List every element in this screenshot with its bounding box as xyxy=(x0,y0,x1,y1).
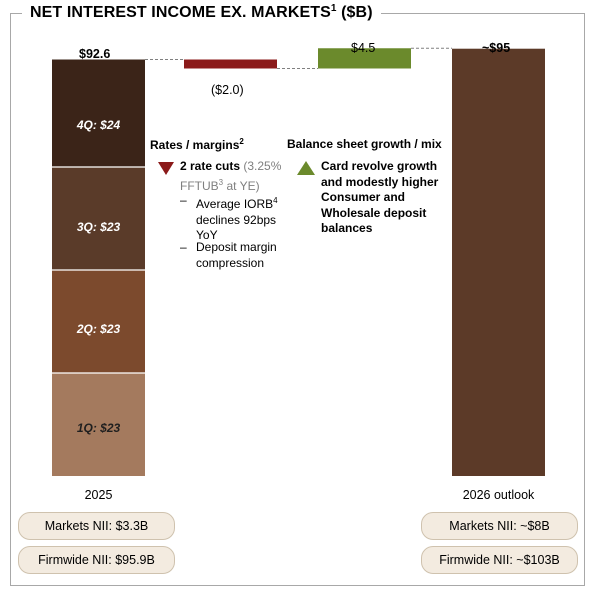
firmwide-nii-2025-pill: Firmwide NII: $95.9B xyxy=(18,546,175,574)
up-triangle-icon xyxy=(297,161,315,175)
bar-segment-2q xyxy=(52,269,145,373)
rates-bullet: 2 rate cuts (3.25% FFTUB3 at YE) xyxy=(180,159,282,193)
markets-nii-2026-pill: Markets NII: ~$8B xyxy=(421,512,578,540)
segment-label-4q: 4Q: $24 xyxy=(76,118,121,132)
rates-header: Rates / margins2 xyxy=(150,137,244,152)
bar-delta-balance xyxy=(318,48,411,69)
rates-sub-bullet-2-text: Deposit margin compression xyxy=(196,240,277,270)
firmwide-nii-2026-pill: Firmwide NII: ~$103B xyxy=(421,546,578,574)
rates-sub-bullet-1-text: Average IORB4 declines 92bps YoY xyxy=(196,196,278,242)
down-triangle-icon xyxy=(158,162,174,175)
rates-sub-bullet-1: – xyxy=(180,193,187,207)
segment-label-2q: 2Q: $23 xyxy=(76,322,121,336)
category-label-2026: 2026 outlook xyxy=(462,488,535,502)
delta-label-balance: $4.5 xyxy=(351,41,376,55)
bar-segment-4q xyxy=(52,59,145,167)
rates-sub-bullet-2: – xyxy=(180,240,187,254)
segment-label-1q: 1Q: $23 xyxy=(76,421,121,435)
segment-label-3q: 3Q: $23 xyxy=(76,220,121,234)
total-label-2026: ~$95 xyxy=(482,41,511,55)
category-label-2025: 2025 xyxy=(84,488,113,502)
bar-segment-1q xyxy=(52,372,145,476)
balance-header: Balance sheet growth / mix xyxy=(287,137,442,151)
delta-label-rates: ($2.0) xyxy=(211,83,244,97)
bar-total-2026 xyxy=(452,48,545,476)
chart-title: NET INTEREST INCOME EX. MARKETS1 ($B) xyxy=(22,3,381,22)
balance-bullet: Card revolve growth and modestly higher … xyxy=(321,159,439,235)
bar-delta-rates xyxy=(184,59,277,69)
bar-segment-3q xyxy=(52,166,145,270)
total-label-2025: $92.6 xyxy=(79,47,111,61)
markets-nii-2025-pill: Markets NII: $3.3B xyxy=(18,512,175,540)
